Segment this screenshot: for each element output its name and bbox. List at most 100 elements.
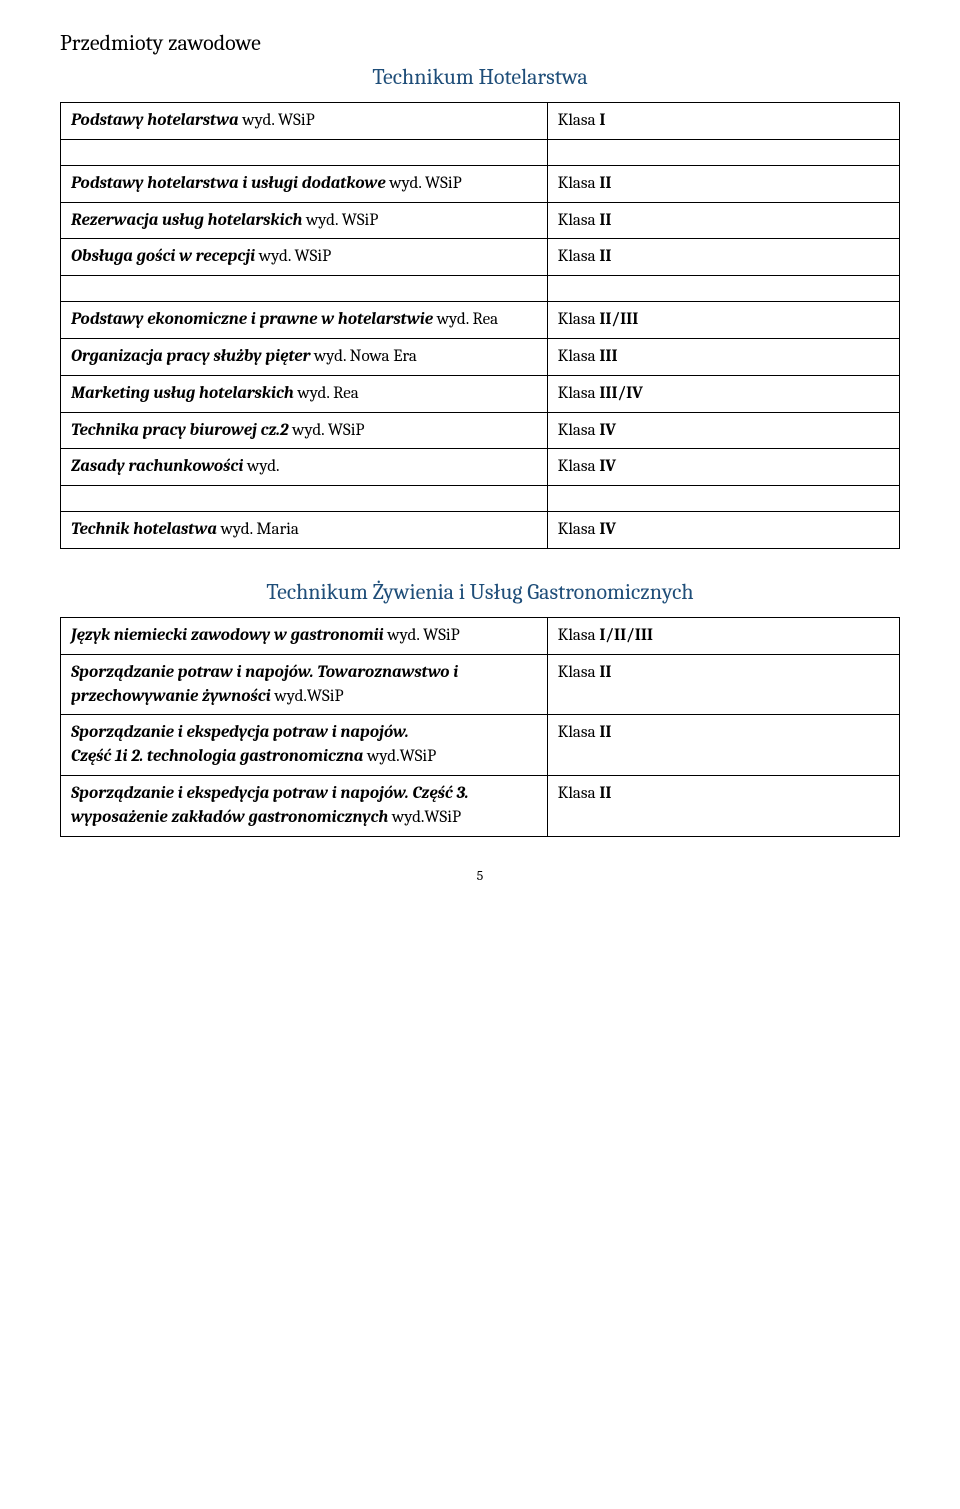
class-label: Klasa [558, 626, 600, 645]
subject-name: Technika pracy biurowej cz.2 [71, 421, 289, 440]
subject-cell: Podstawy ekonomiczne i prawne w hotelars… [61, 302, 548, 339]
class-value: II [599, 247, 611, 266]
table-row: Podstawy hotelarstwa i usługi dodatkowe … [61, 165, 900, 202]
subject-name: Podstawy hotelarstwa i usługi dodatkowe [71, 174, 386, 193]
class-label: Klasa [558, 663, 600, 682]
subject-cell: Sporządzanie i ekspedycja potraw i napoj… [61, 775, 548, 836]
class-value: II [599, 784, 611, 803]
class-label: Klasa [558, 111, 600, 130]
subject-cell: Marketing usług hotelarskich wyd. Rea [61, 375, 548, 412]
subject-name: Obsługa gości w recepcji [71, 247, 255, 266]
table-row: Organizacja pracy służby pięter wyd. Now… [61, 338, 900, 375]
class-value: III [599, 347, 617, 366]
subject-cell: Zasady rachunkowości wyd. [61, 449, 548, 486]
publisher: wyd. [243, 457, 279, 476]
class-label: Klasa [558, 520, 600, 539]
table-row: Język niemiecki zawodowy w gastronomii w… [61, 617, 900, 654]
table-row [61, 276, 900, 302]
table-row: Technik hotelastwa wyd. Maria Klasa IV [61, 512, 900, 549]
section-title: Przedmioty zawodowe [60, 30, 900, 56]
subsection-zywienia-title: Technikum Żywienia i Usług Gastronomiczn… [60, 579, 900, 605]
spacer-cell [61, 276, 548, 302]
spacer-cell [61, 486, 548, 512]
subject-cell: Obsługa gości w recepcji wyd. WSiP [61, 239, 548, 276]
subject-name-line2: Część 1i 2. technologia gastronomiczna [71, 747, 363, 766]
subject-cell: Sporządzanie potraw i napojów. Towarozna… [61, 654, 548, 715]
table-row: Sporządzanie potraw i napojów. Towarozna… [61, 654, 900, 715]
class-label: Klasa [558, 457, 600, 476]
publisher: wyd. Rea [433, 310, 498, 329]
table-row: Marketing usług hotelarskich wyd. Rea Kla… [61, 375, 900, 412]
subject-name: Rezerwacja usług hotelarskich [71, 211, 302, 230]
class-label: Klasa [558, 247, 600, 266]
table-hotelarstwa: Podstawy hotelarstwa wyd. WSiPKlasa IPod… [60, 102, 900, 549]
table-row [61, 486, 900, 512]
table-row: Zasady rachunkowości wyd.Klasa IV [61, 449, 900, 486]
class-label: Klasa [558, 211, 600, 230]
subject-name: Podstawy hotelarstwa [71, 111, 239, 130]
page-number: 5 [60, 867, 900, 884]
class-label: Klasa [558, 723, 600, 742]
class-value: IV [599, 421, 616, 440]
publisher: wyd. WSiP [255, 247, 331, 266]
publisher: wyd. WSiP [289, 421, 365, 440]
subject-cell: Rezerwacja usług hotelarskich wyd. WSiP [61, 202, 548, 239]
class-label: Klasa [558, 784, 600, 803]
publisher: wyd. Rea [294, 384, 359, 403]
class-value: II [599, 211, 611, 230]
class-cell: Klasa II [547, 654, 899, 715]
subject-name: Marketing usług hotelarskich [71, 384, 294, 403]
table-row: Podstawy hotelarstwa wyd. WSiPKlasa I [61, 103, 900, 140]
spacer-cell [547, 139, 899, 165]
class-label: Klasa [558, 347, 600, 366]
class-cell: Klasa II [547, 202, 899, 239]
class-cell: Klasa I [547, 103, 899, 140]
class-cell: Klasa IV [547, 412, 899, 449]
class-label: Klasa [558, 421, 600, 440]
class-value: I/II/III [599, 626, 653, 645]
publisher: wyd. WSiP [239, 111, 315, 130]
class-cell: Klasa II [547, 239, 899, 276]
class-cell: Klasa II/III [547, 302, 899, 339]
class-cell: Klasa III [547, 338, 899, 375]
table-row: Rezerwacja usług hotelarskich wyd. WSiPK… [61, 202, 900, 239]
class-value: IV [599, 457, 616, 476]
publisher: wyd. WSiP [384, 626, 460, 645]
table-zywienia: Język niemiecki zawodowy w gastronomii w… [60, 617, 900, 837]
class-label: Klasa [558, 384, 600, 403]
subject-cell: Podstawy hotelarstwa wyd. WSiP [61, 103, 548, 140]
table-row: Technika pracy biurowej cz.2 wyd. WSiPKl… [61, 412, 900, 449]
class-cell: Klasa II [547, 775, 899, 836]
class-value: II/III [599, 310, 638, 329]
subject-cell: Technik hotelastwa wyd. Maria [61, 512, 548, 549]
publisher: wyd. Maria [217, 520, 299, 539]
class-value: IV [599, 520, 616, 539]
publisher: wyd. WSiP [302, 211, 378, 230]
class-value: III/IV [599, 384, 643, 403]
subject-cell: Język niemiecki zawodowy w gastronomii w… [61, 617, 548, 654]
class-label: Klasa [558, 174, 600, 193]
subject-name: Organizacja pracy służby pięter [71, 347, 310, 366]
subject-name: Sporządzanie potraw i napojów. Towarozna… [71, 663, 458, 706]
class-label: Klasa [558, 310, 600, 329]
spacer-cell [547, 486, 899, 512]
subsection-hotelarstwa-title: Technikum Hotelarstwa [60, 64, 900, 90]
subject-name: Zasady rachunkowości [71, 457, 243, 476]
subject-name: Podstawy ekonomiczne i prawne w hotelars… [71, 310, 433, 329]
subject-cell: Organizacja pracy służby pięter wyd. Now… [61, 338, 548, 375]
class-value: II [599, 174, 611, 193]
subject-cell: Technika pracy biurowej cz.2 wyd. WSiP [61, 412, 548, 449]
class-cell: Klasa IV [547, 449, 899, 486]
publisher: wyd.WSiP [388, 808, 461, 827]
class-value: II [599, 723, 611, 742]
subject-name: Sporządzanie i ekspedycja potraw i napoj… [71, 723, 409, 742]
table-row: Sporządzanie i ekspedycja potraw i napoj… [61, 715, 900, 776]
publisher: wyd.WSiP [271, 687, 344, 706]
subject-name: Technik hotelastwa [71, 520, 217, 539]
table-row: Obsługa gości w recepcji wyd. WSiPKlasa … [61, 239, 900, 276]
subject-cell: Podstawy hotelarstwa i usługi dodatkowe … [61, 165, 548, 202]
subject-cell: Sporządzanie i ekspedycja potraw i napoj… [61, 715, 548, 776]
class-value: II [599, 663, 611, 682]
class-cell: Klasa I/II/III [547, 617, 899, 654]
spacer-cell [61, 139, 548, 165]
